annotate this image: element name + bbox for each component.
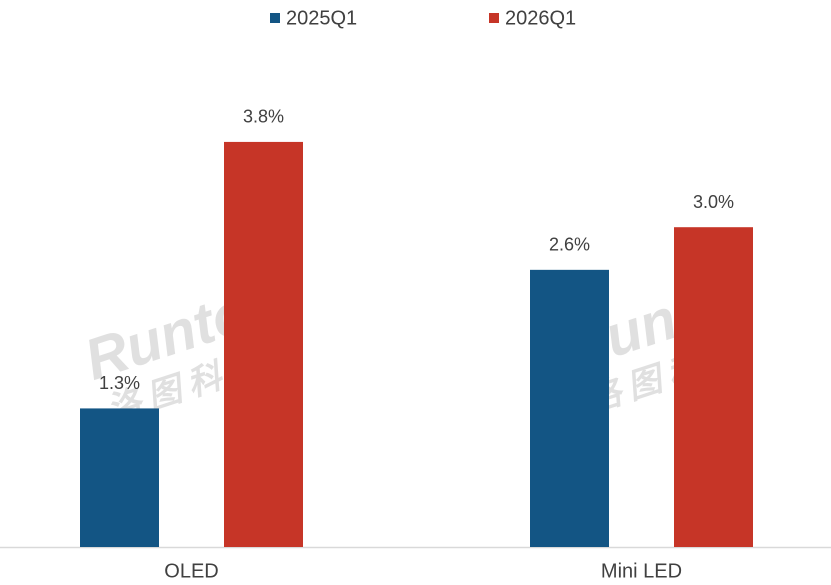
legend-swatch [489,13,499,23]
x-tick-label: Mini LED [601,560,682,582]
bar [80,408,159,547]
bar [674,227,753,547]
bar [530,269,609,547]
value-label: 2.6% [549,235,590,255]
value-label: 1.3% [99,373,140,393]
bar [224,141,303,548]
value-label: 3.0% [693,192,734,212]
value-label: 3.8% [243,107,284,127]
x-tick-label: OLED [164,560,218,582]
legend-swatch [270,13,280,23]
legend-label: 2026Q1 [505,7,576,29]
legend-label: 2025Q1 [286,7,357,29]
